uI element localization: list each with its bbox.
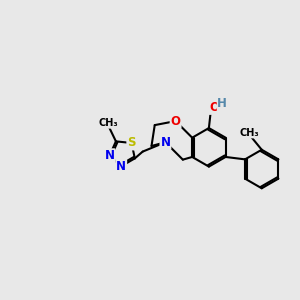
Text: N: N: [104, 149, 115, 162]
Text: O: O: [171, 115, 181, 128]
Text: O: O: [209, 101, 219, 114]
Text: CH₃: CH₃: [239, 128, 259, 138]
Text: S: S: [127, 136, 136, 149]
Text: N: N: [160, 136, 170, 149]
Text: N: N: [116, 160, 126, 173]
Text: H: H: [217, 98, 227, 110]
Text: CH₃: CH₃: [99, 118, 118, 128]
